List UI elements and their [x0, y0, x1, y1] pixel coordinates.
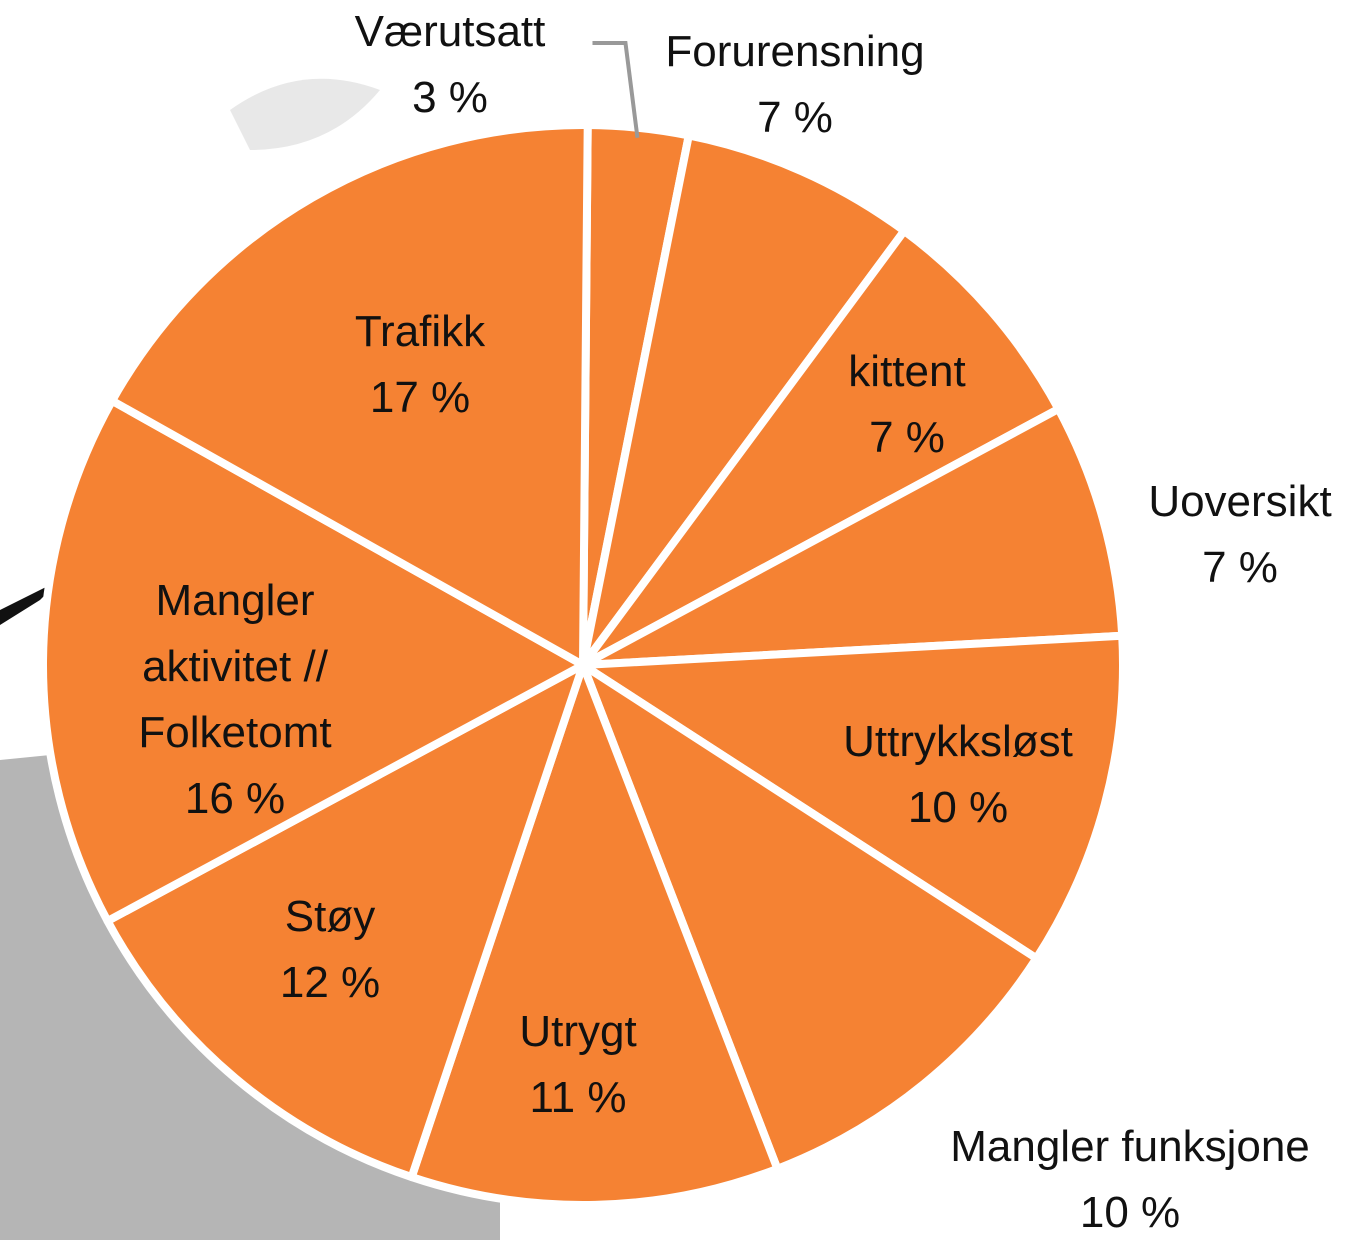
pie-slice	[108, 121, 592, 669]
slice-label: Mangler aktivitet // Folketomt 16 %	[105, 568, 365, 832]
slice-label: Trafikk 17 %	[355, 299, 485, 431]
value-label: 12 %	[279, 958, 381, 1007]
slice-label: Uttrykksløst 10 %	[843, 709, 1073, 841]
value-label: 11 %	[529, 1073, 627, 1122]
category-label: Uoversikt	[1148, 477, 1332, 526]
slice-label: Utrygt 11 %	[519, 999, 636, 1131]
pie-slice	[407, 661, 782, 1209]
background-shape	[230, 78, 380, 150]
category-label: Mangler funksjone	[950, 1122, 1310, 1171]
category-label: Trafikk	[354, 307, 486, 356]
value-label: 7 %	[757, 93, 833, 142]
pie-slice	[579, 404, 1127, 669]
pie-slice	[579, 131, 909, 669]
value-label: 10 %	[1079, 1188, 1181, 1237]
slice-label: Mangler funksjone 10 %	[950, 1114, 1310, 1240]
category-label: kittent	[848, 347, 966, 396]
pie-slice	[579, 226, 1063, 669]
category-label: Forurensning	[665, 27, 925, 76]
value-label: 7 %	[1202, 543, 1278, 592]
category-label: Støy	[284, 892, 376, 941]
pie-slice	[39, 396, 587, 926]
pie-slice	[579, 631, 1127, 963]
value-label: 3 %	[412, 73, 488, 122]
category-label: Uttrykksløst	[843, 717, 1073, 766]
slice-label: kittent 7 %	[848, 339, 965, 471]
value-label: 17 %	[369, 373, 471, 422]
slice-label: Forurensning 7 %	[665, 19, 924, 151]
leader-line	[592, 41, 640, 139]
slice-label: Uoversikt 7 %	[1148, 469, 1331, 601]
slice-label: Støy 12 %	[280, 884, 380, 1016]
category-label: Værutsatt	[354, 7, 546, 56]
pie-slice	[579, 661, 1041, 1173]
pie-slice	[103, 661, 587, 1182]
value-label: 16 %	[184, 774, 286, 823]
value-label: 10 %	[907, 783, 1009, 832]
category-label: Mangler aktivitet // Folketomt	[138, 576, 332, 757]
slice-label: Værutsatt 3 %	[355, 0, 546, 131]
value-label: 7 %	[869, 413, 945, 462]
category-label: Utrygt	[519, 1007, 637, 1056]
